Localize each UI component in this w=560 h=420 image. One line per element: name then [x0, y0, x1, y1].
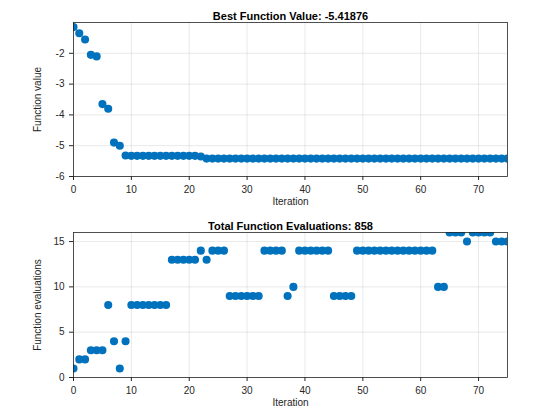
svg-text:Total Function Evaluations: 85: Total Function Evaluations: 858	[208, 220, 373, 232]
svg-text:30: 30	[242, 385, 254, 396]
svg-text:Function evaluations: Function evaluations	[32, 259, 43, 351]
svg-text:30: 30	[242, 184, 254, 195]
svg-text:5: 5	[59, 326, 65, 337]
svg-text:-2: -2	[56, 48, 65, 59]
svg-text:Iteration: Iteration	[272, 196, 308, 207]
svg-text:10: 10	[126, 184, 138, 195]
svg-text:-4: -4	[56, 109, 65, 120]
svg-text:0: 0	[59, 372, 65, 383]
svg-text:60: 60	[415, 385, 427, 396]
svg-text:10: 10	[53, 281, 65, 292]
svg-text:20: 20	[184, 385, 196, 396]
svg-text:0: 0	[71, 184, 77, 195]
svg-text:40: 40	[299, 184, 311, 195]
svg-text:20: 20	[184, 184, 196, 195]
svg-text:40: 40	[299, 385, 311, 396]
svg-text:Function value: Function value	[32, 67, 43, 132]
svg-text:-6: -6	[56, 171, 65, 182]
svg-text:10: 10	[126, 385, 138, 396]
svg-text:50: 50	[357, 385, 369, 396]
svg-text:Best Function Value: -5.41876: Best Function Value: -5.41876	[213, 10, 368, 22]
svg-text:0: 0	[71, 385, 77, 396]
svg-text:Iteration: Iteration	[272, 397, 308, 408]
svg-text:-3: -3	[56, 78, 65, 89]
svg-text:15: 15	[53, 236, 65, 247]
svg-text:50: 50	[357, 184, 369, 195]
svg-text:-5: -5	[56, 140, 65, 151]
svg-text:70: 70	[473, 184, 485, 195]
svg-text:60: 60	[415, 184, 427, 195]
svg-text:70: 70	[473, 385, 485, 396]
